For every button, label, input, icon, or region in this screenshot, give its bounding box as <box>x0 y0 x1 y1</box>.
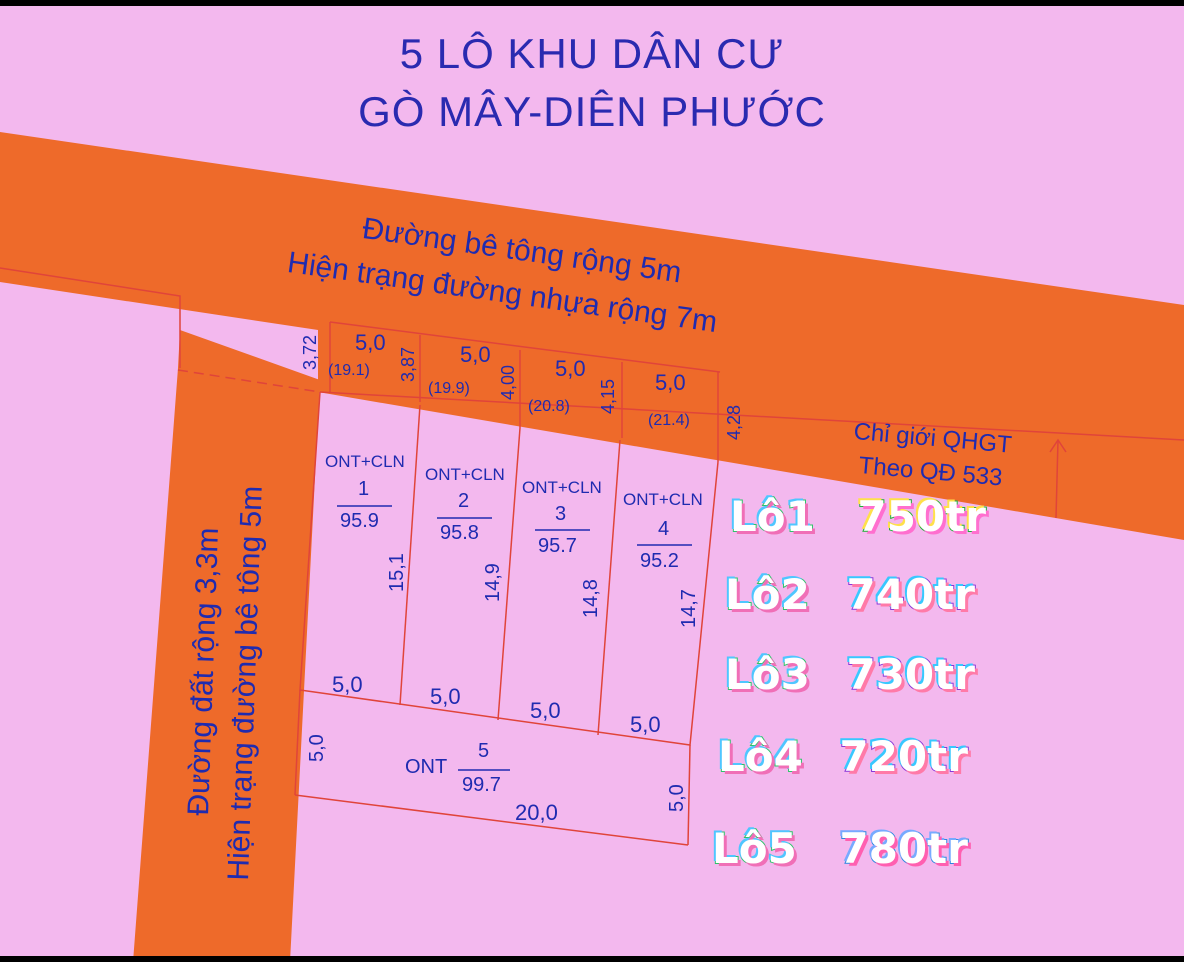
lot2-dist: (19.9) <box>428 380 470 397</box>
price-row-4: Lô4 720tr <box>717 731 969 782</box>
page-title-line1: 5 LÔ KHU DÂN CƯ <box>399 30 785 77</box>
lot3-price: 730tr <box>845 649 975 700</box>
lot3-depth: 14,8 <box>580 579 602 618</box>
lot4-number: 4 <box>658 518 670 540</box>
setback-5: 4,28 <box>724 404 744 440</box>
page-title-line2: GÒ MÂY-DIÊN PHƯỚC <box>358 88 826 135</box>
bottom-border <box>0 956 1184 962</box>
lot1-back: 5,0 <box>332 672 363 697</box>
setback-2: 3,87 <box>398 346 418 382</box>
lot5-use: ONT <box>405 756 448 778</box>
lot4-area: 95.2 <box>640 550 679 572</box>
lot1-front: 5,0 <box>355 330 386 355</box>
lot2-number: 2 <box>458 490 470 512</box>
price-row-3: Lô3 730tr <box>724 649 976 700</box>
lot1-use: ONT+CLN <box>325 452 405 471</box>
lot5-name: Lô5 <box>711 823 798 874</box>
boundary-lines <box>0 267 1184 846</box>
lot5-right: 5,0 <box>666 784 688 812</box>
lot4-name: Lô4 <box>717 731 804 782</box>
lot5-price: 780tr <box>838 823 968 874</box>
lot1-price: 750tr <box>856 491 986 542</box>
main-road <box>0 132 1184 540</box>
lot4-dist: (21.4) <box>648 412 690 429</box>
lot4-back: 5,0 <box>630 712 661 737</box>
side-road <box>133 330 320 962</box>
lot1-number: 1 <box>358 478 370 500</box>
lot4-use: ONT+CLN <box>623 490 703 509</box>
lot4-price: 720tr <box>838 731 968 782</box>
setback-1: 3,72 <box>300 334 320 370</box>
lot1-depth: 15,1 <box>386 553 408 592</box>
lot5-left: 5,0 <box>306 734 328 762</box>
price-row-5: Lô5 780tr <box>711 823 969 874</box>
lot2-name: Lô2 <box>724 569 811 620</box>
fraction-lines <box>337 505 692 771</box>
lot5-area: 99.7 <box>462 774 501 796</box>
lot5-length: 20,0 <box>515 800 558 825</box>
lot2-use: ONT+CLN <box>425 465 505 484</box>
lot2-price: 740tr <box>845 569 975 620</box>
lot4-front: 5,0 <box>655 370 686 395</box>
lot5-number: 5 <box>478 740 490 762</box>
top-border <box>0 0 1184 6</box>
price-row-1: Lô1 750tr <box>729 491 987 542</box>
lot2-back: 5,0 <box>430 684 461 709</box>
lot2-area: 95.8 <box>440 522 479 544</box>
lot3-back: 5,0 <box>530 698 561 723</box>
price-row-2: Lô2 740tr <box>724 569 976 620</box>
lot1-name: Lô1 <box>729 491 816 542</box>
lot3-dist: (20.8) <box>528 398 570 415</box>
lot4-depth: 14,7 <box>678 589 700 628</box>
lot2-depth: 14,9 <box>482 563 504 602</box>
setback-3: 4,00 <box>498 364 518 400</box>
lot3-use: ONT+CLN <box>522 478 602 497</box>
lot2-front: 5,0 <box>460 342 491 367</box>
lot3-area: 95.7 <box>538 535 577 557</box>
setback-4: 4,15 <box>598 378 618 414</box>
lot3-name: Lô3 <box>724 649 811 700</box>
lot1-area: 95.9 <box>340 510 379 532</box>
lot3-front: 5,0 <box>555 356 586 381</box>
lot1-dist: (19.1) <box>328 362 370 379</box>
lot3-number: 3 <box>555 503 567 525</box>
